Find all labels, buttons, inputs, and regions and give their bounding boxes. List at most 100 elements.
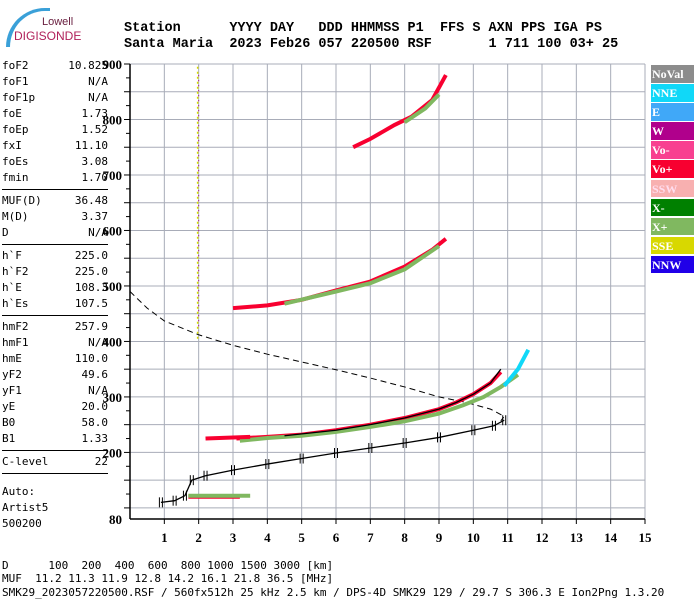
x-tick-label: 7 <box>367 530 374 545</box>
param-value: 3.37 <box>81 210 109 223</box>
param-value: 36.48 <box>74 194 108 207</box>
param-name: B1 <box>2 432 16 445</box>
y-tick-label: 500 <box>103 279 123 294</box>
param-row: foF1 N/A <box>2 74 108 90</box>
x-tick-label: 3 <box>230 530 237 545</box>
param-name: foF2 <box>2 59 29 72</box>
x-tick-label: 12 <box>536 530 549 545</box>
param-name: foEp <box>2 123 29 136</box>
x-tick-label: 10 <box>467 530 480 545</box>
param-name: fmin <box>2 171 29 184</box>
file-info-row: SMK29_2023057220500.RSF / 560fx512h 25 k… <box>2 586 665 599</box>
x-tick-label: 14 <box>604 530 618 545</box>
x-tick-label: 2 <box>195 530 202 545</box>
param-row: fxI 11.10 <box>2 138 108 154</box>
separator <box>2 473 108 474</box>
auto-method: Artist5 <box>2 501 49 514</box>
echo-trace-es-2-hop <box>205 434 251 441</box>
param-name: foEs <box>2 155 29 168</box>
param-row: yE 20.0 <box>2 399 108 415</box>
muf-row: MUF 11.2 11.3 11.9 12.8 14.2 16.1 21.8 3… <box>2 572 334 585</box>
param-value: 1.33 <box>81 432 109 445</box>
param-value: 1.52 <box>81 123 109 136</box>
param-name: B0 <box>2 416 16 429</box>
x-tick-label: 6 <box>333 530 340 545</box>
param-row: D N/A <box>2 225 108 241</box>
param-row: B1 1.33 <box>2 431 108 447</box>
param-row: hmF2 257.9 <box>2 319 108 335</box>
param-row: hmF1 N/A <box>2 335 108 351</box>
distance-row: D 100 200 400 600 800 1000 1500 3000 [km… <box>2 559 334 572</box>
param-row: yF1 N/A <box>2 383 108 399</box>
x-tick-label: 4 <box>264 530 271 545</box>
param-name: h`E <box>2 281 22 294</box>
y-tick-label: 80 <box>109 512 122 527</box>
param-value: 225.0 <box>74 249 108 262</box>
x-tick-label: 13 <box>570 530 584 545</box>
param-row: M(D) 3.37 <box>2 209 108 225</box>
legend-item-vo-plus: Vo+ <box>651 160 694 178</box>
param-name: foF1p <box>2 91 36 104</box>
param-row: C-level 22 <box>2 454 108 470</box>
param-value: 1.70 <box>81 171 109 184</box>
param-value: 20.0 <box>81 400 109 413</box>
auto-code: 500200 <box>2 517 42 530</box>
param-name: yF1 <box>2 384 22 397</box>
param-name: MUF(D) <box>2 194 42 207</box>
param-name: hmF1 <box>2 336 29 349</box>
param-value: 49.6 <box>81 368 109 381</box>
param-value: N/A <box>88 226 108 239</box>
param-value: 108.3 <box>74 281 108 294</box>
param-name: D <box>2 226 9 239</box>
fitted-trace-line <box>284 368 502 437</box>
param-row: h`E 108.3 <box>2 280 108 296</box>
param-name: hmE <box>2 352 22 365</box>
param-row: h`F 225.0 <box>2 248 108 264</box>
logo-text-lowell: Lowell <box>42 16 74 28</box>
param-value: 22 <box>94 455 108 468</box>
logo-text-digisonde: DIGISONDE <box>14 29 82 43</box>
param-name: fxI <box>2 139 22 152</box>
param-name: yE <box>2 400 16 413</box>
param-value: 10.825 <box>68 59 108 72</box>
param-name: yF2 <box>2 368 22 381</box>
x-tick-label: 8 <box>401 530 408 545</box>
param-name: h`F <box>2 249 22 262</box>
param-value: N/A <box>88 384 108 397</box>
dashed-profile-curve <box>129 291 505 422</box>
legend-item-vo-minus: Vo- <box>651 141 694 159</box>
legend-item-nnw: NNW <box>651 255 694 274</box>
legend-item-e: E <box>651 103 694 121</box>
param-value: 225.0 <box>74 265 108 278</box>
param-value: 3.08 <box>81 155 109 168</box>
param-row: fmin 1.70 <box>2 170 108 186</box>
echo-trace-nne-f-tail <box>502 348 531 388</box>
param-value: 110.0 <box>74 352 108 365</box>
legend-item-x-minus: X- <box>651 198 694 217</box>
separator <box>2 450 108 451</box>
param-name: h`Es <box>2 297 29 310</box>
echo-trace-x-2f <box>284 244 441 306</box>
param-row: MUF(D) 36.48 <box>2 193 108 209</box>
param-value: 257.9 <box>74 320 108 333</box>
param-name: M(D) <box>2 210 29 223</box>
legend-item-x-plus: X+ <box>651 217 694 236</box>
header-values: Santa Maria 2023 Feb26 057 220500 RSF 1 … <box>124 37 619 52</box>
separator <box>2 244 108 245</box>
y-tick-label: 700 <box>103 168 123 183</box>
auto-label: Auto: <box>2 485 36 498</box>
param-row: foEp 1.52 <box>2 122 108 138</box>
param-row: foF1p N/A <box>2 90 108 106</box>
legend: NoVal NNE E W Vo- Vo+ SSW X- X+ SSE NNW <box>651 65 694 275</box>
header-labels: Station YYYY DAY DDD HHMMSS P1 FFS S AXN… <box>124 21 602 36</box>
legend-item-ssw: SSW <box>651 179 694 198</box>
y-tick-label: 800 <box>103 112 123 127</box>
echo-trace-x-f-trace <box>239 373 520 443</box>
param-row: foE 1.73 <box>2 106 108 122</box>
x-tick-label: 9 <box>436 530 443 545</box>
param-row: hmE 110.0 <box>2 351 108 367</box>
param-row: foF2 10.825 <box>2 58 108 74</box>
param-value: N/A <box>88 91 108 104</box>
digisonde-logo: Lowell DIGISONDE <box>2 6 82 47</box>
